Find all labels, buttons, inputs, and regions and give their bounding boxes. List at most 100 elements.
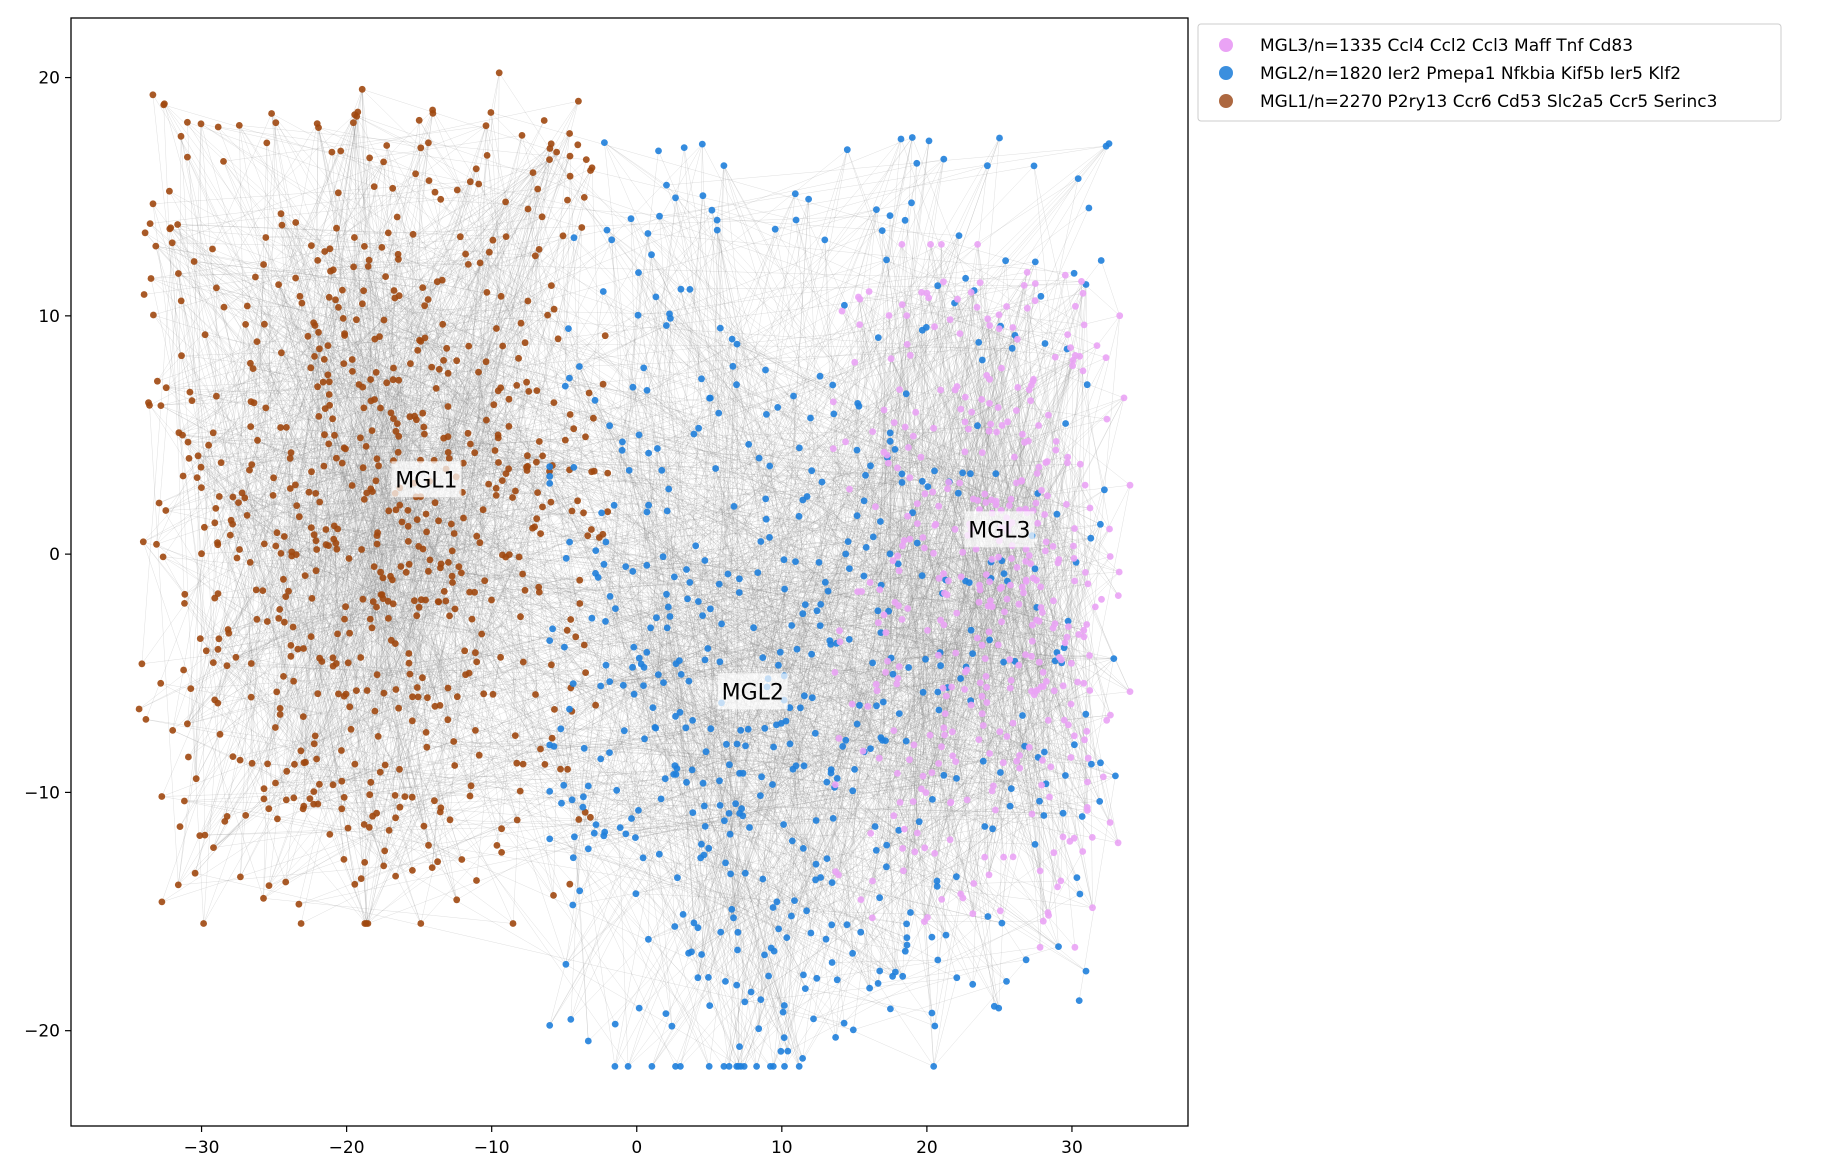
data-point	[857, 896, 865, 903]
data-point	[150, 311, 157, 319]
data-point	[1009, 853, 1017, 861]
data-point	[550, 399, 558, 406]
data-point	[705, 1063, 713, 1070]
data-point	[445, 455, 453, 462]
data-point	[983, 683, 990, 691]
data-point	[846, 485, 853, 493]
data-point	[981, 853, 989, 861]
data-point	[333, 224, 340, 232]
data-point	[1050, 597, 1057, 605]
data-point	[807, 929, 815, 937]
data-point	[1110, 655, 1118, 662]
data-point	[1042, 538, 1050, 546]
data-point	[688, 766, 696, 774]
data-point	[856, 321, 864, 328]
data-point	[333, 545, 341, 553]
data-point	[359, 595, 367, 603]
data-point	[351, 760, 359, 768]
data-point	[198, 484, 205, 491]
data-point	[799, 610, 807, 618]
data-point	[984, 315, 992, 323]
data-point	[387, 409, 395, 417]
data-point	[357, 654, 365, 661]
data-point	[179, 472, 187, 480]
data-point	[184, 118, 191, 126]
data-point	[453, 357, 461, 365]
data-point	[368, 624, 376, 632]
data-point	[1086, 687, 1094, 694]
data-point	[213, 392, 220, 400]
data-point	[1091, 603, 1099, 611]
data-point	[940, 724, 948, 732]
data-point	[982, 673, 990, 680]
data-point	[395, 292, 403, 300]
data-point	[1044, 716, 1052, 724]
data-point	[1126, 688, 1134, 695]
data-point	[704, 645, 712, 652]
data-point	[893, 680, 901, 688]
data-point	[676, 657, 683, 664]
data-point	[1059, 833, 1067, 841]
data-point	[451, 762, 459, 769]
data-point	[181, 600, 188, 607]
data-point	[546, 637, 554, 644]
data-point	[546, 463, 554, 471]
data-point	[1031, 280, 1039, 287]
data-point	[1015, 661, 1023, 669]
data-point	[188, 397, 196, 404]
data-point	[505, 551, 513, 558]
data-point	[1072, 302, 1079, 310]
data-point	[236, 756, 244, 764]
data-point	[849, 1026, 857, 1034]
legend-marker-mgl1	[1219, 94, 1233, 108]
data-point	[566, 152, 574, 160]
data-point	[1083, 727, 1091, 735]
data-point	[921, 544, 928, 552]
data-point	[930, 1063, 938, 1070]
data-point	[475, 368, 482, 376]
data-point	[988, 787, 996, 795]
data-point	[295, 513, 303, 521]
data-point	[406, 413, 414, 421]
data-point	[419, 409, 427, 417]
data-point	[393, 213, 401, 221]
data-point	[368, 427, 376, 434]
data-point	[385, 615, 392, 622]
data-point	[901, 216, 909, 224]
data-point	[579, 803, 587, 811]
data-point	[967, 470, 974, 478]
data-point	[895, 663, 903, 670]
series-mgl2	[546, 134, 1119, 1070]
data-point	[699, 779, 707, 787]
legend-entry-mgl3: MGL3/n=1335 Ccl4 Ccl2 Ccl3 Maff Tnf Cd83	[1260, 36, 1633, 56]
data-point	[956, 330, 964, 337]
data-point	[360, 496, 368, 503]
data-point	[1084, 806, 1091, 814]
data-point	[895, 567, 903, 575]
data-point	[378, 244, 386, 251]
data-point	[339, 286, 346, 294]
data-point	[310, 531, 318, 539]
data-point	[444, 684, 452, 692]
data-point	[851, 766, 858, 773]
data-point	[1082, 710, 1090, 718]
data-point	[844, 538, 852, 545]
data-point	[716, 324, 724, 332]
data-point	[788, 622, 796, 629]
x-tick-label: −30	[184, 1138, 220, 1158]
data-point	[346, 703, 354, 711]
data-point	[415, 116, 423, 124]
data-point	[628, 815, 635, 822]
data-point	[883, 841, 891, 849]
data-point	[1060, 716, 1068, 724]
data-point	[699, 612, 706, 619]
data-point	[848, 700, 856, 708]
data-point	[422, 729, 430, 736]
data-point	[483, 289, 491, 296]
data-point	[1003, 733, 1011, 740]
x-tick-label: 10	[771, 1138, 793, 1158]
data-point	[584, 782, 592, 790]
data-point	[519, 570, 526, 578]
data-point	[698, 840, 705, 848]
data-point	[434, 858, 441, 866]
